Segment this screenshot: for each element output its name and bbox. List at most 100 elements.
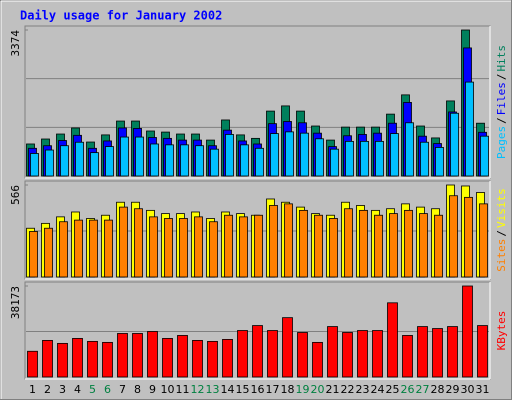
bar xyxy=(389,213,398,278)
legend-entry: KBytes xyxy=(495,311,508,351)
x-tick-label: 24 xyxy=(371,383,385,396)
bar xyxy=(405,122,414,177)
bar xyxy=(252,325,263,378)
bar xyxy=(224,214,233,278)
bar xyxy=(462,285,473,378)
legend-entry: Visits xyxy=(495,188,508,228)
bar xyxy=(480,135,489,177)
bar xyxy=(162,338,173,378)
bar xyxy=(374,214,383,278)
bar xyxy=(390,133,399,177)
bar xyxy=(329,218,338,278)
bar xyxy=(357,330,368,378)
bar xyxy=(450,112,459,177)
bar xyxy=(432,328,443,378)
bar xyxy=(269,205,278,278)
x-tick-label: 26 xyxy=(401,383,415,396)
bar xyxy=(375,140,384,177)
x-tick-label: 5 xyxy=(89,383,96,396)
bar xyxy=(180,144,189,177)
x-tick-label: 12 xyxy=(191,383,205,396)
x-tick-label: 11 xyxy=(176,383,190,396)
bar xyxy=(404,209,413,278)
bar xyxy=(299,209,308,278)
bar xyxy=(57,342,68,378)
bar xyxy=(119,206,128,278)
bar xyxy=(402,335,413,378)
bar xyxy=(89,219,98,278)
bar xyxy=(479,203,488,278)
bar xyxy=(42,340,53,378)
bar xyxy=(387,302,398,378)
bar xyxy=(360,140,369,177)
bar xyxy=(359,209,368,278)
bar xyxy=(102,341,113,378)
bar xyxy=(117,333,128,378)
bar xyxy=(345,140,354,177)
bar xyxy=(29,231,38,278)
legend-separator: / xyxy=(495,74,508,81)
bar xyxy=(267,330,278,378)
bar xyxy=(285,131,294,177)
x-tick-label: 16 xyxy=(251,383,265,396)
bar xyxy=(315,138,324,177)
bar xyxy=(132,333,143,378)
bar xyxy=(135,136,144,177)
x-tick-label: 9 xyxy=(149,383,156,396)
x-tick-label: 7 xyxy=(119,383,126,396)
legend-entry: Pages xyxy=(495,126,508,159)
bar xyxy=(330,148,339,177)
bar xyxy=(282,317,293,378)
bar xyxy=(44,227,53,278)
bar xyxy=(239,216,248,278)
legend-separator: / xyxy=(495,230,508,237)
bar xyxy=(314,214,323,278)
x-tick-label: 29 xyxy=(446,383,460,396)
bar xyxy=(59,221,68,278)
bar xyxy=(74,219,83,278)
bar xyxy=(254,214,263,278)
x-tick-label: 6 xyxy=(104,383,111,396)
x-tick-label: 17 xyxy=(266,383,280,396)
x-tick-label: 13 xyxy=(206,383,220,396)
bar xyxy=(134,208,143,278)
bar xyxy=(449,195,458,278)
legend: KBytes xyxy=(495,311,508,351)
bar xyxy=(209,221,218,278)
bar xyxy=(255,147,264,177)
legend: Sites / Visits xyxy=(495,188,508,272)
bar xyxy=(149,216,158,278)
bar xyxy=(237,330,248,378)
x-tick-label: 23 xyxy=(356,383,370,396)
bar xyxy=(297,332,308,378)
bar xyxy=(195,145,204,177)
y-tick-label: 38173 xyxy=(9,286,22,319)
x-tick-label: 28 xyxy=(431,383,445,396)
bar xyxy=(434,214,443,278)
bar xyxy=(45,149,54,177)
bar xyxy=(207,340,218,378)
legend-entry: Files xyxy=(495,82,508,115)
x-tick-label: 25 xyxy=(386,383,400,396)
bar xyxy=(417,326,428,378)
bar xyxy=(300,132,309,177)
legend-separator: / xyxy=(495,117,508,124)
x-tick-label: 27 xyxy=(416,383,430,396)
bar xyxy=(372,330,383,378)
bar xyxy=(27,350,38,378)
legend-entry: Sites xyxy=(495,239,508,272)
x-tick-label: 2 xyxy=(44,383,51,396)
bar xyxy=(120,136,129,177)
bar xyxy=(60,145,69,177)
bar xyxy=(179,218,188,278)
bar xyxy=(192,340,203,378)
bar xyxy=(447,326,458,378)
bar xyxy=(327,326,338,378)
x-tick-label: 8 xyxy=(134,383,141,396)
bar xyxy=(150,143,159,177)
bar xyxy=(72,338,83,378)
x-tick-label: 22 xyxy=(341,383,355,396)
bar xyxy=(342,332,353,378)
